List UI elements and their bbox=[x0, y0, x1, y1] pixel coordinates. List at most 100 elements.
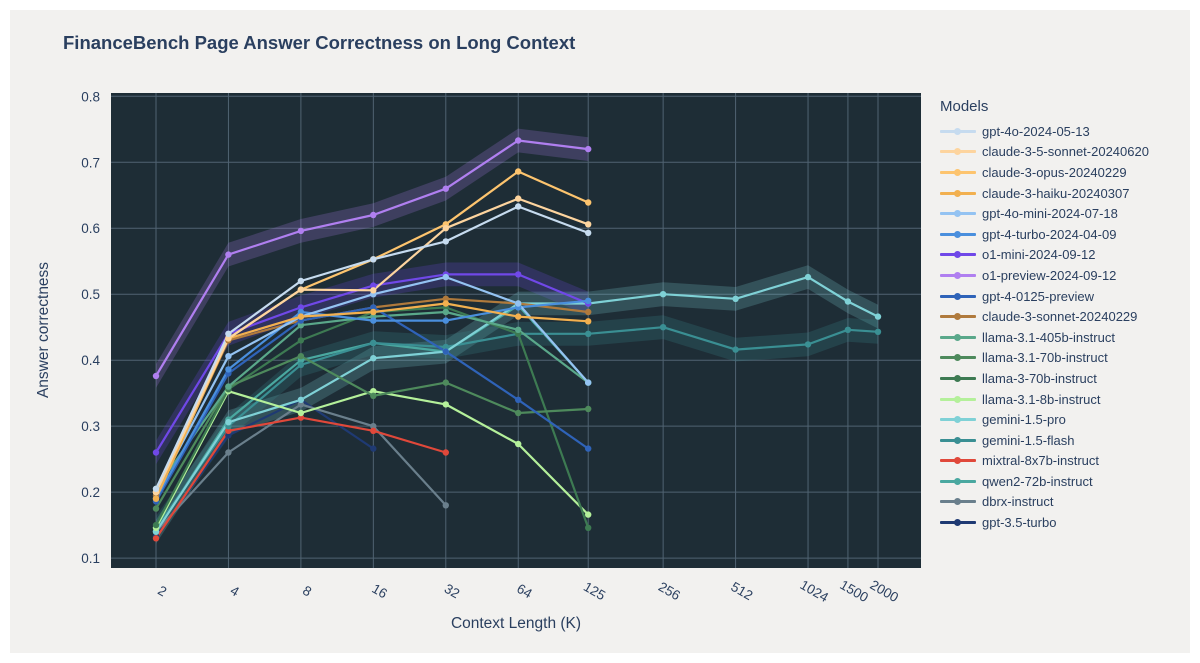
data-point[interactable] bbox=[515, 300, 522, 307]
legend-item[interactable]: dbrx-instruct bbox=[940, 492, 1149, 513]
legend-item[interactable]: gpt-4-turbo-2024-04-09 bbox=[940, 224, 1149, 245]
data-point[interactable] bbox=[370, 427, 377, 434]
data-point[interactable] bbox=[585, 379, 592, 386]
data-point[interactable] bbox=[297, 313, 305, 320]
data-point[interactable] bbox=[442, 379, 449, 386]
data-point[interactable] bbox=[370, 317, 377, 324]
data-point[interactable] bbox=[442, 502, 449, 509]
data-point[interactable] bbox=[442, 308, 449, 316]
legend-item[interactable]: o1-preview-2024-09-12 bbox=[940, 265, 1149, 286]
data-point[interactable] bbox=[370, 304, 377, 311]
data-point[interactable] bbox=[844, 298, 852, 305]
data-point[interactable] bbox=[874, 313, 882, 320]
data-point[interactable] bbox=[370, 392, 377, 399]
data-point[interactable] bbox=[515, 396, 522, 403]
data-point[interactable] bbox=[442, 300, 449, 307]
legend-item[interactable]: gpt-4o-2024-05-13 bbox=[940, 121, 1149, 142]
data-point[interactable] bbox=[515, 313, 522, 320]
data-point[interactable] bbox=[297, 286, 305, 293]
legend-item[interactable]: llama-3.1-70b-instruct bbox=[940, 348, 1149, 369]
legend-item[interactable]: gpt-4-0125-preview bbox=[940, 286, 1149, 307]
data-point[interactable] bbox=[152, 485, 160, 492]
series-points[interactable] bbox=[152, 137, 882, 542]
data-point[interactable] bbox=[370, 256, 377, 263]
data-point[interactable] bbox=[297, 322, 305, 329]
data-point[interactable] bbox=[515, 440, 522, 448]
data-point[interactable] bbox=[515, 137, 522, 144]
data-point[interactable] bbox=[370, 211, 377, 219]
data-point[interactable] bbox=[297, 227, 305, 235]
data-point[interactable] bbox=[370, 355, 377, 362]
data-point[interactable] bbox=[225, 449, 232, 456]
legend-item[interactable]: llama-3-70b-instruct bbox=[940, 368, 1149, 389]
data-point[interactable] bbox=[370, 287, 377, 294]
data-point[interactable] bbox=[370, 445, 377, 452]
data-point[interactable] bbox=[152, 535, 160, 542]
data-point[interactable] bbox=[659, 324, 667, 331]
data-point[interactable] bbox=[515, 271, 522, 278]
data-point[interactable] bbox=[442, 185, 449, 192]
data-point[interactable] bbox=[297, 396, 305, 403]
legend-item[interactable]: llama-3.1-8b-instruct bbox=[940, 389, 1149, 410]
data-point[interactable] bbox=[442, 343, 449, 351]
data-point[interactable] bbox=[225, 427, 232, 434]
data-point[interactable] bbox=[225, 251, 232, 258]
data-point[interactable] bbox=[297, 401, 305, 408]
data-point[interactable] bbox=[442, 295, 449, 302]
data-point[interactable] bbox=[370, 282, 377, 289]
legend-item[interactable]: claude-3-5-sonnet-20240620 bbox=[940, 142, 1149, 163]
legend-item[interactable]: gemini-1.5-flash bbox=[940, 430, 1149, 451]
data-point[interactable] bbox=[442, 401, 449, 408]
data-point[interactable] bbox=[225, 366, 232, 373]
data-point[interactable] bbox=[442, 317, 449, 324]
data-point[interactable] bbox=[225, 335, 232, 342]
data-point[interactable] bbox=[585, 405, 592, 413]
data-point[interactable] bbox=[152, 495, 160, 502]
data-point[interactable] bbox=[585, 511, 592, 518]
data-point[interactable] bbox=[515, 195, 522, 202]
data-point[interactable] bbox=[152, 505, 160, 512]
legend-item[interactable]: claude-3-haiku-20240307 bbox=[940, 183, 1149, 204]
data-point[interactable] bbox=[297, 409, 305, 417]
data-point[interactable] bbox=[515, 168, 522, 175]
data-point[interactable] bbox=[804, 273, 812, 281]
data-point[interactable] bbox=[732, 346, 739, 353]
legend-item[interactable]: qwen2-72b-instruct bbox=[940, 471, 1149, 492]
data-point[interactable] bbox=[515, 409, 522, 417]
data-point[interactable] bbox=[297, 277, 305, 285]
data-point[interactable] bbox=[297, 304, 305, 311]
data-point[interactable] bbox=[585, 229, 592, 237]
data-point[interactable] bbox=[442, 273, 449, 281]
legend-item[interactable]: claude-3-opus-20240229 bbox=[940, 162, 1149, 183]
legend-item[interactable]: llama-3.1-405b-instruct bbox=[940, 327, 1149, 348]
data-point[interactable] bbox=[585, 330, 592, 337]
legend-item[interactable]: claude-3-sonnet-20240229 bbox=[940, 306, 1149, 327]
data-point[interactable] bbox=[804, 341, 812, 348]
data-point[interactable] bbox=[515, 326, 522, 333]
data-point[interactable] bbox=[585, 145, 592, 153]
data-point[interactable] bbox=[732, 295, 739, 302]
data-point[interactable] bbox=[585, 308, 592, 316]
data-point[interactable] bbox=[844, 326, 852, 333]
legend-item[interactable]: mixtral-8x7b-instruct bbox=[940, 451, 1149, 472]
data-point[interactable] bbox=[585, 221, 592, 228]
data-point[interactable] bbox=[370, 423, 377, 430]
data-point[interactable] bbox=[585, 524, 592, 531]
data-point[interactable] bbox=[297, 414, 305, 421]
data-point[interactable] bbox=[152, 449, 160, 456]
data-point[interactable] bbox=[225, 353, 232, 360]
data-point[interactable] bbox=[585, 199, 592, 206]
data-point[interactable] bbox=[515, 203, 522, 210]
data-point[interactable] bbox=[152, 372, 160, 380]
legend-item[interactable]: gpt-3.5-turbo bbox=[940, 512, 1149, 533]
data-point[interactable] bbox=[442, 348, 449, 355]
data-point[interactable] bbox=[659, 291, 667, 298]
data-point[interactable] bbox=[152, 521, 160, 529]
data-point[interactable] bbox=[585, 445, 592, 452]
legend-item[interactable]: o1-mini-2024-09-12 bbox=[940, 245, 1149, 266]
data-point[interactable] bbox=[225, 383, 232, 390]
data-point[interactable] bbox=[370, 339, 377, 347]
data-point[interactable] bbox=[297, 353, 305, 360]
data-point[interactable] bbox=[585, 297, 592, 304]
